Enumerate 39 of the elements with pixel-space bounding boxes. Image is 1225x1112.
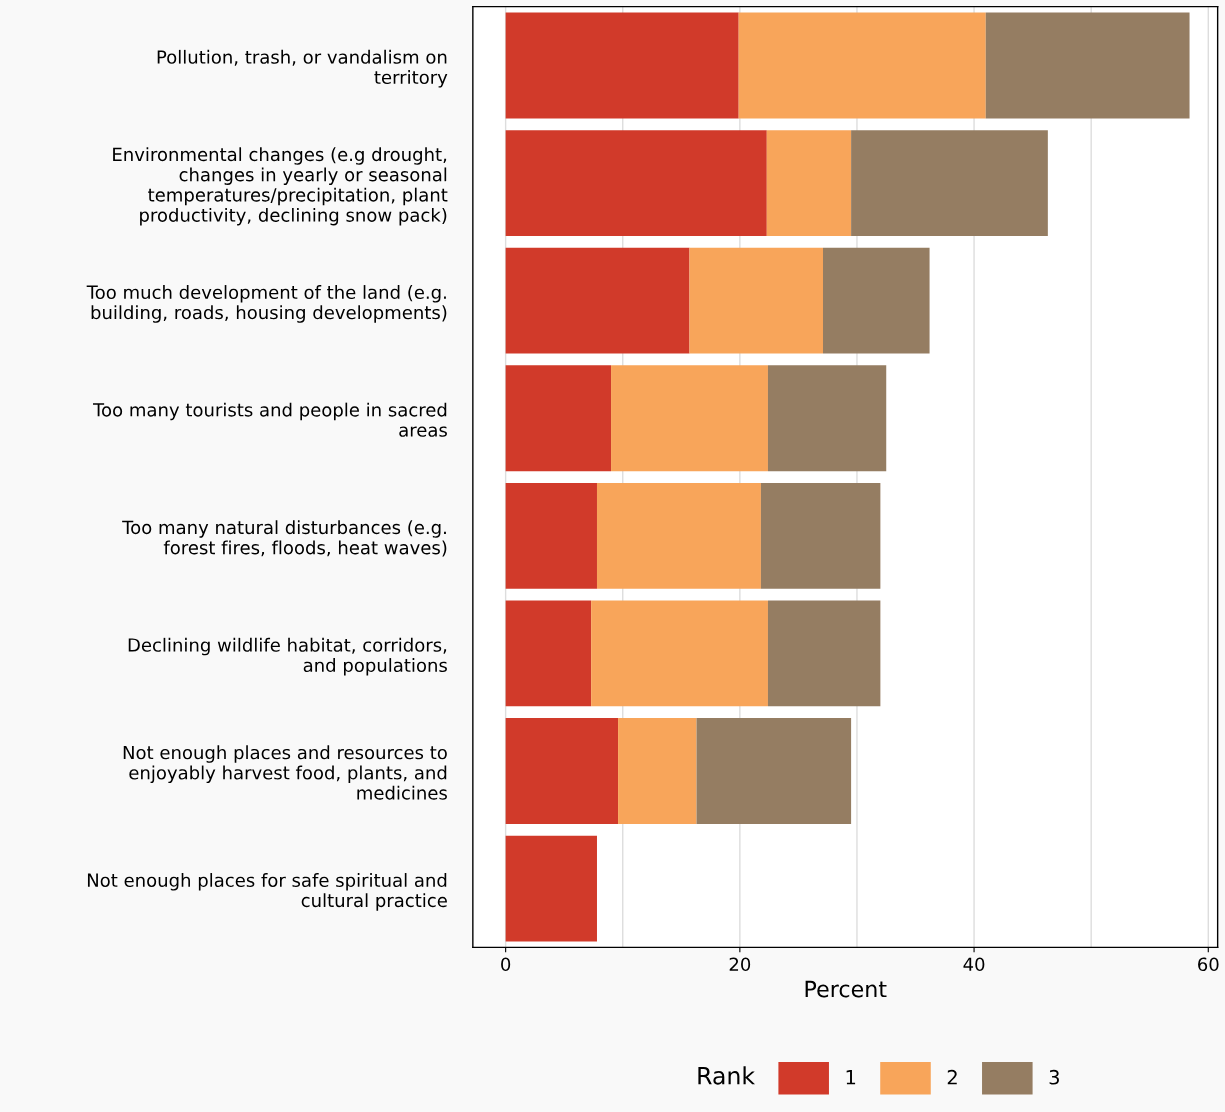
y-tick-label: Not enough places for safe spiritual and cultural practice	[87, 873, 447, 911]
bar	[767, 365, 887, 472]
y-tick-label: Not enough places and resources to enjoyably harvest food, plants, and medicines	[123, 745, 447, 800]
bar	[505, 247, 690, 354]
legend-label: 2	[947, 1069, 957, 1085]
bar	[505, 365, 612, 472]
bar	[766, 130, 852, 236]
bar	[985, 12, 1190, 119]
bar	[611, 365, 768, 472]
y-tick-label: Pollution, trash, or vandalism on territory	[157, 49, 448, 88]
bar	[738, 12, 986, 119]
bar	[767, 600, 881, 707]
legend-label: 1	[846, 1070, 856, 1085]
bar	[505, 12, 739, 119]
bar	[505, 482, 597, 589]
x-tick-label: 20	[729, 957, 751, 972]
y-tick-label: Too many tourists and people in sacred areas	[93, 402, 447, 437]
x-axis-title: Percent	[805, 980, 887, 998]
y-tick-label: Declining wildlife habitat, corridors, and populations	[128, 637, 447, 676]
x-tick-label: 40	[963, 957, 985, 972]
bar	[618, 718, 697, 824]
bar	[851, 130, 1048, 236]
bar	[505, 718, 619, 824]
bar	[823, 247, 930, 354]
bar	[505, 130, 767, 236]
legend-title: Rank	[698, 1066, 756, 1085]
bar	[596, 482, 761, 589]
y-tick-label: Environmental changes (e.g drought, changes in yearly or seasonal temperatures/precipitation, plant productivity, declining snow pack)	[113, 147, 448, 226]
x-tick-label: 0	[501, 957, 511, 972]
bar	[505, 600, 592, 707]
bar	[591, 600, 768, 707]
y-tick-label: Too much development of the land (e.g. building, roads, housing developments)	[86, 285, 447, 323]
legend-label: 3	[1049, 1069, 1059, 1085]
bar	[696, 718, 852, 824]
x-tick-label: 60	[1198, 957, 1219, 972]
bar	[689, 247, 823, 354]
y-tick-label: Too many natural disturbances (e.g. forest fires, floods, heat waves)	[122, 520, 447, 557]
bar	[760, 482, 881, 589]
bar	[505, 835, 597, 942]
